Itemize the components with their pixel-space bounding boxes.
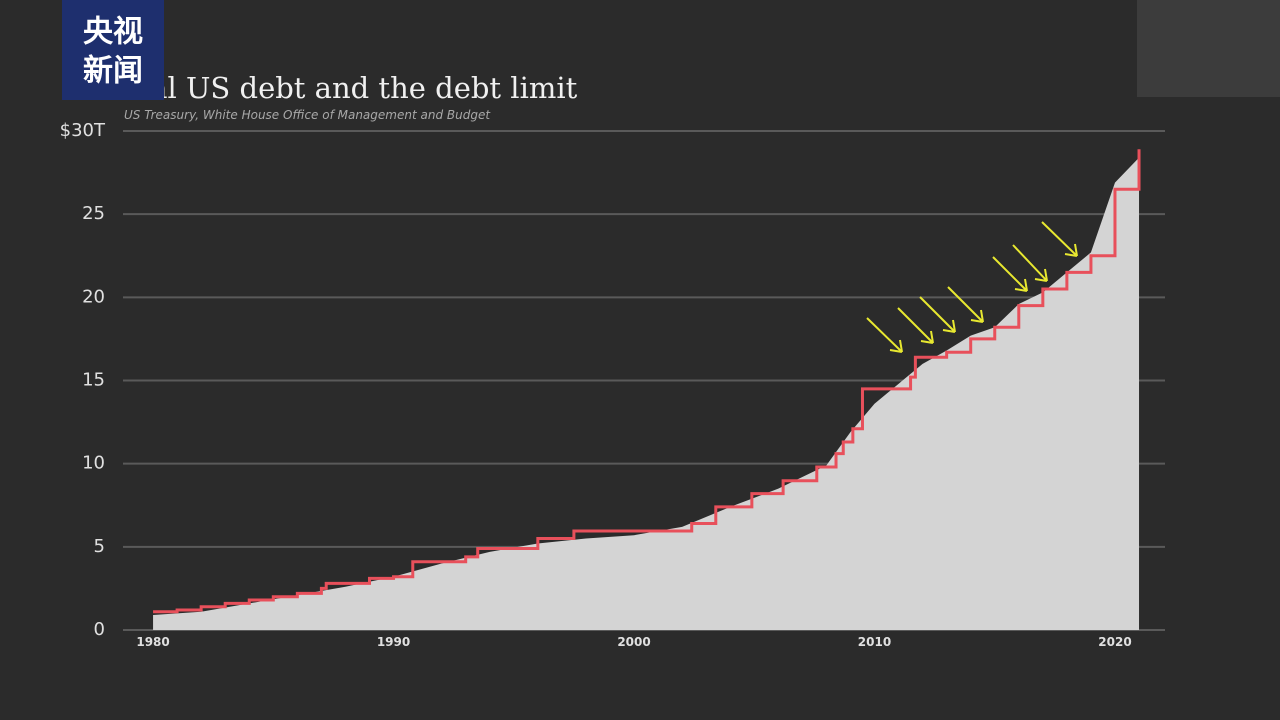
arrow: [947, 286, 984, 323]
y-tick-label: 20: [82, 286, 105, 307]
marks: [153, 149, 1141, 630]
y-tick-label: 10: [82, 453, 105, 474]
chart-title: Total US debt and the debt limit: [104, 71, 578, 105]
arrow: [919, 296, 956, 333]
annotation-arrows: [866, 221, 1078, 353]
logo-text: 央视: [83, 15, 143, 50]
x-tick-label: 2020: [1098, 635, 1131, 649]
x-tick-label: 2000: [617, 635, 650, 649]
arrow: [866, 317, 903, 353]
chart-subtitle: US Treasury, White House Office of Manag…: [124, 108, 491, 122]
corner-overlay: [1137, 0, 1280, 97]
arrow: [1012, 244, 1048, 282]
x-tick-label: 1980: [136, 635, 169, 649]
arrow: [897, 307, 934, 344]
y-tick-label: 15: [82, 370, 105, 391]
debt-limit-line: [153, 149, 1141, 614]
arrow: [1041, 221, 1078, 257]
arrow: [992, 256, 1028, 292]
y-tick-label: $30T: [60, 120, 106, 141]
x-tick-label: 1990: [377, 635, 410, 649]
debt-area: [153, 157, 1140, 630]
logo-box: [62, 0, 164, 100]
y-tick-label: 5: [94, 536, 105, 557]
y-tick-label: 25: [82, 203, 105, 224]
logo-text: 新闻: [83, 54, 143, 89]
x-tick-label: 2010: [858, 635, 891, 649]
y-tick-label: 0: [94, 619, 105, 640]
